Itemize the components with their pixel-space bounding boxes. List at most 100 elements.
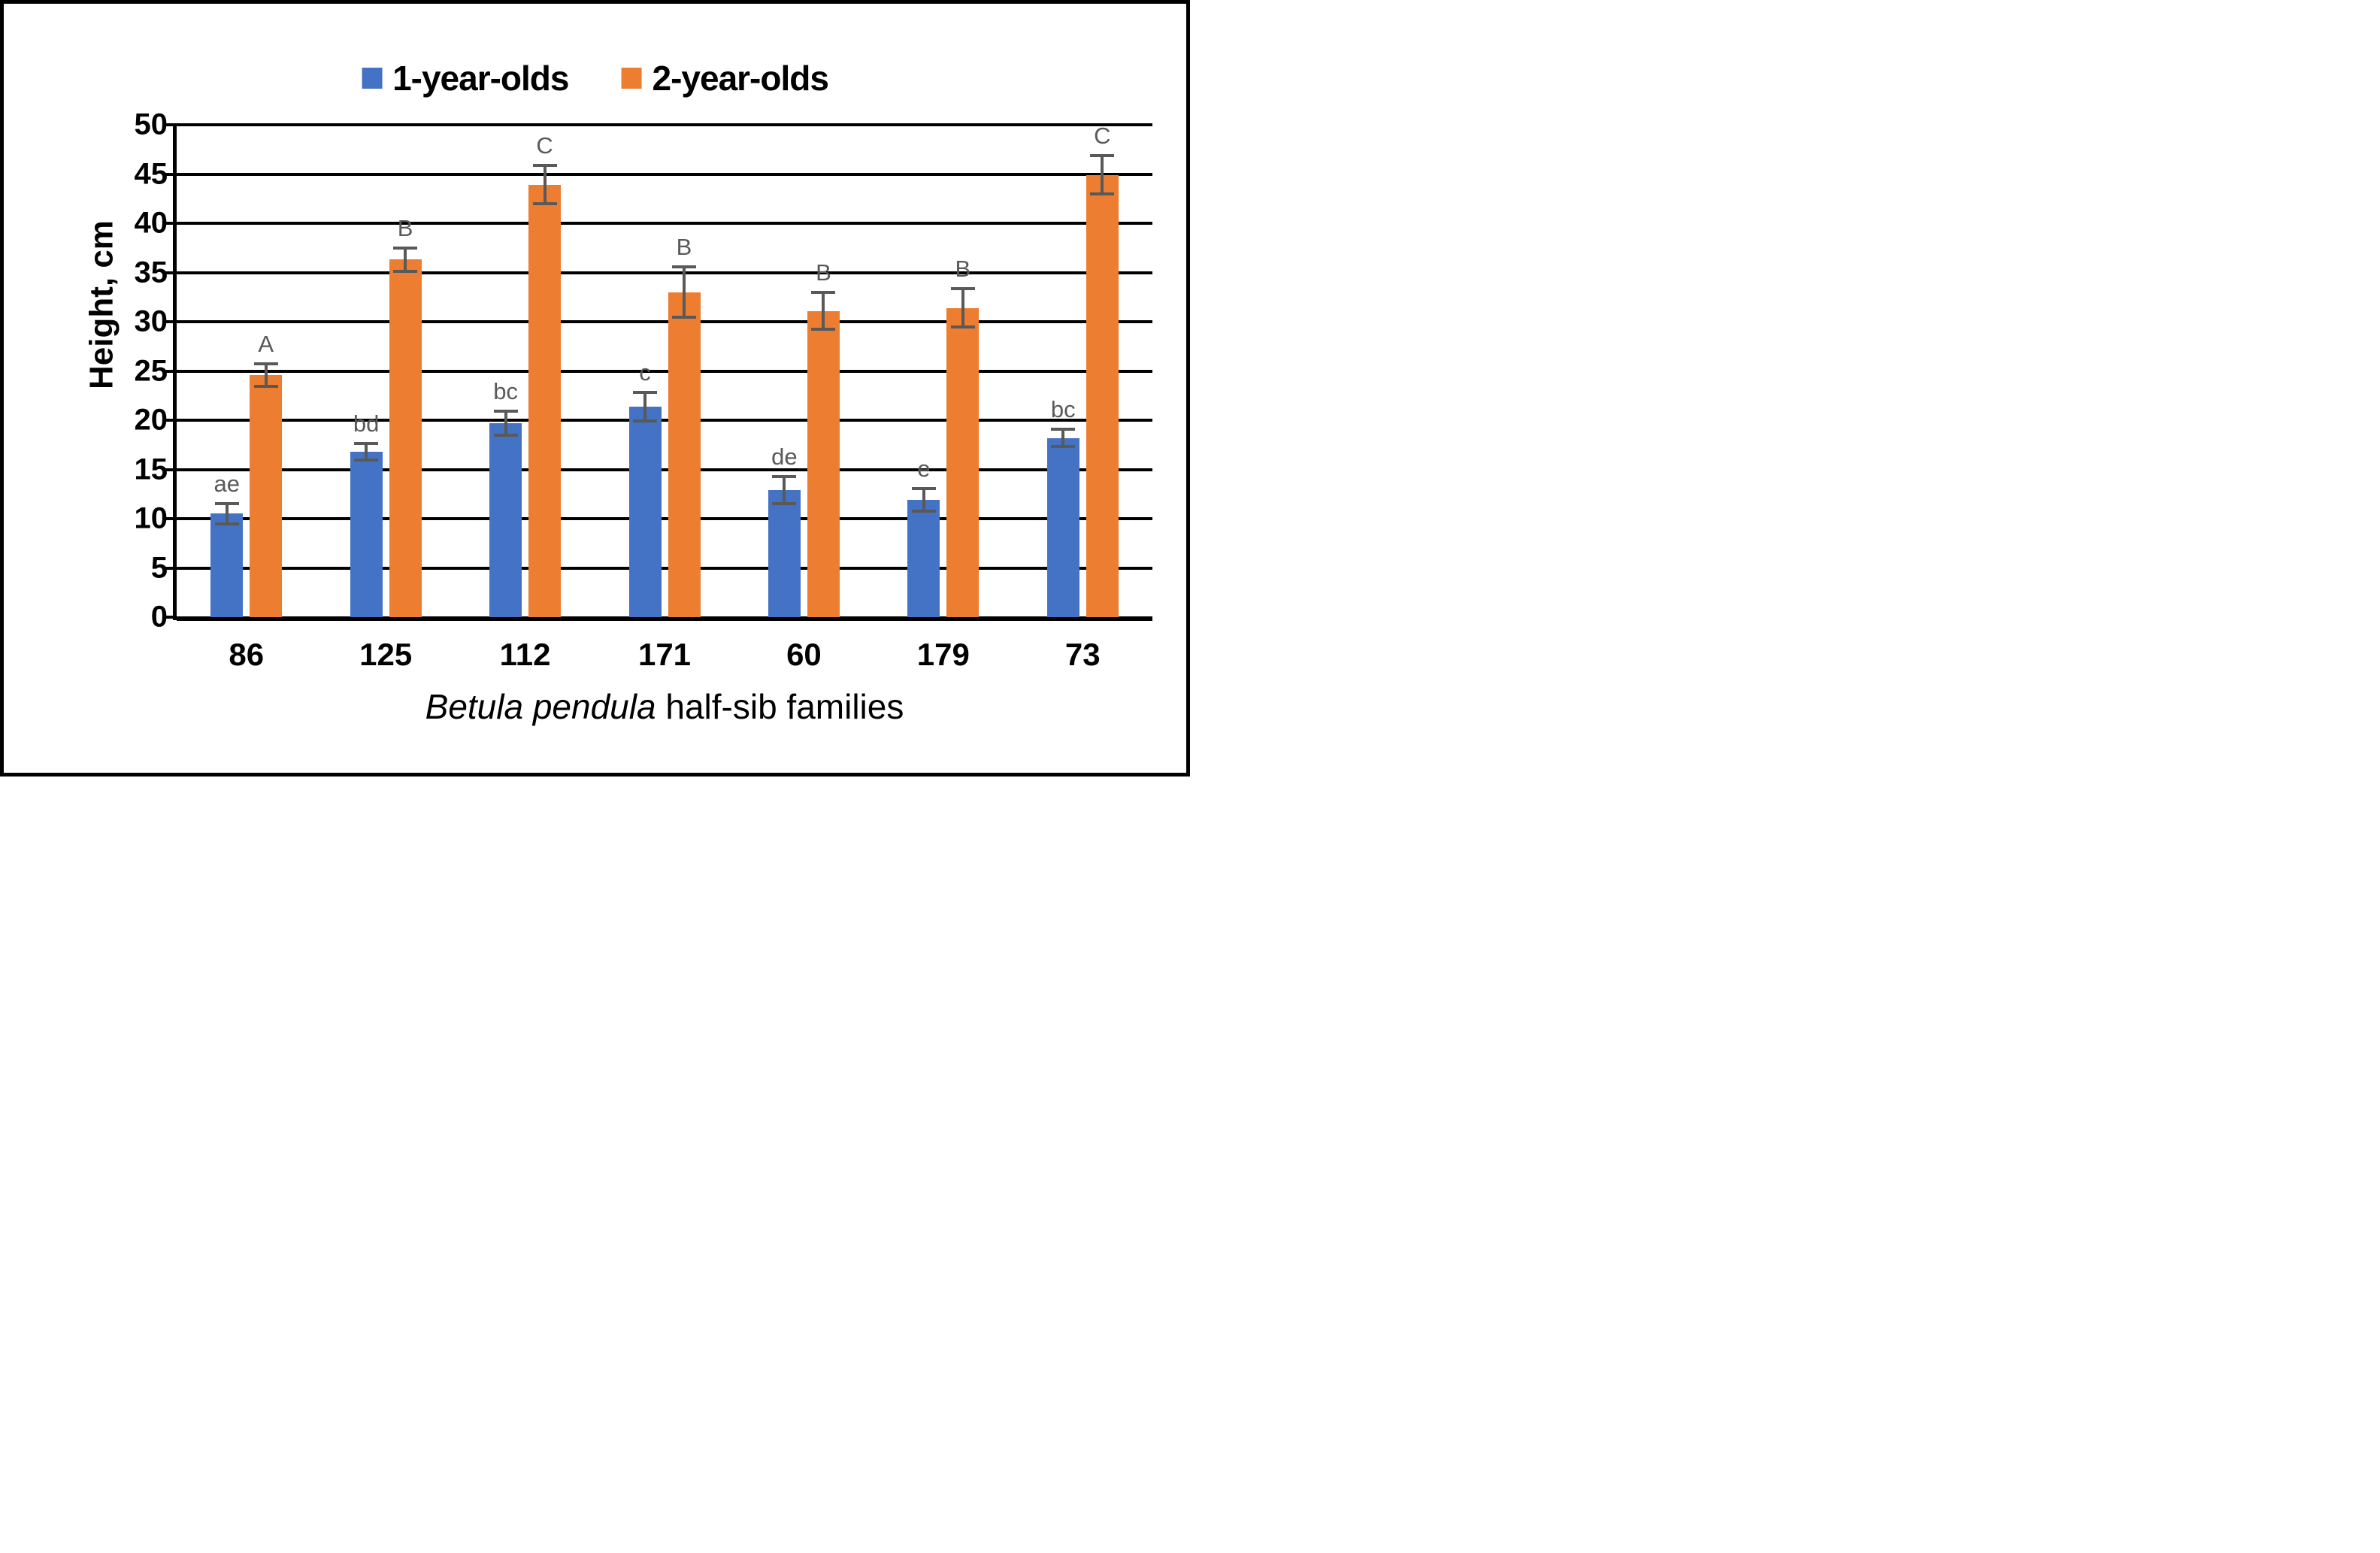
y-axis-tick-30 [162,320,177,323]
y-tick-label-25: 25 [134,354,168,387]
error-bar-1-year-olds-112 [504,409,507,437]
gridline-20 [177,419,1152,422]
y-tick-label-15: 15 [134,453,168,486]
bar-2-year-olds-112 [528,184,562,617]
error-bar-2-year-olds-125 [404,247,407,273]
error-bar-2-year-olds-179 [961,287,964,329]
sig-letter-1-year-olds-73: bc [1050,396,1076,423]
sig-letter-1-year-olds-179: e [917,456,931,483]
gridline-30 [177,320,1152,323]
error-bar-cap-bottom [1090,192,1115,196]
sig-letter-2-year-olds-60: B [816,259,831,286]
legend-label-1-year-olds: 1-year-olds [392,59,569,98]
x-axis-title-rest: half-sib families [656,687,904,726]
gridline-35 [177,271,1152,274]
bar-2-year-olds-179 [946,307,980,617]
error-bar-cap-top [633,390,657,394]
bar-2-year-olds-171 [668,292,701,617]
y-tick-label-0: 0 [150,600,168,634]
error-bar-2-year-olds-86 [264,362,268,388]
error-bar-cap-bottom [214,522,239,526]
y-tick-label-50: 50 [134,107,168,141]
gridline-45 [177,172,1152,176]
y-tick-label-45: 45 [134,157,168,190]
bar-2-year-olds-60 [807,310,840,617]
error-bar-1-year-olds-125 [365,441,368,462]
legend-item-1-year-olds: 1-year-olds [362,58,570,98]
bar-1-year-olds-171 [628,406,662,617]
x-category-label-73: 73 [1064,637,1101,672]
bar-2-year-olds-86 [250,374,283,617]
y-tick-label-20: 20 [134,403,168,437]
bar-1-year-olds-112 [489,422,522,617]
x-category-label-125: 125 [359,637,413,672]
error-bar-cap-top [214,501,239,505]
gridline-5 [177,566,1152,570]
y-tick-label-5: 5 [150,551,168,584]
bar-1-year-olds-60 [768,490,801,617]
sig-letter-1-year-olds-112: bc [493,377,518,404]
legend-swatch-1-year-olds [362,68,383,89]
x-category-label-171: 171 [637,637,692,672]
x-category-label-112: 112 [499,637,551,672]
error-bar-cap-bottom [811,327,836,331]
y-axis-tick-35 [162,271,177,274]
y-axis-tick-0 [162,616,177,619]
error-bar-cap-bottom [393,269,418,273]
bar-1-year-olds-73 [1046,437,1079,617]
legend-label-2-year-olds: 2-year-olds [652,59,829,98]
gridline-50 [177,123,1152,126]
error-bar-cap-bottom [354,459,379,462]
error-bar-cap-top [672,265,696,269]
x-category-label-86: 86 [229,637,265,672]
error-bar-cap-top [493,409,518,413]
y-axis-title: Height, cm [83,220,120,389]
bar-1-year-olds-179 [907,500,940,617]
error-bar-cap-top [532,164,557,168]
sig-letter-2-year-olds-112: C [536,132,553,159]
error-bar-cap-bottom [253,384,278,388]
sig-letter-1-year-olds-125: bd [353,410,380,437]
sig-letter-1-year-olds-86: ae [213,470,240,497]
y-tick-label-30: 30 [134,304,168,338]
y-tick-label-40: 40 [134,206,168,240]
x-category-label-179: 179 [916,637,970,672]
sig-letter-2-year-olds-179: B [955,256,971,283]
y-axis-line [173,125,177,620]
gridline-40 [177,222,1152,225]
bar-1-year-olds-125 [350,451,383,617]
y-tick-label-10: 10 [134,501,168,535]
error-bar-cap-bottom [950,325,975,329]
y-axis-tick-40 [162,222,177,225]
error-bar-cap-top [253,362,278,365]
error-bar-cap-bottom [772,501,797,505]
error-bar-cap-top [1051,428,1076,431]
sig-letter-2-year-olds-171: B [676,234,692,261]
gridline-15 [177,468,1152,471]
error-bar-2-year-olds-60 [822,291,825,331]
error-bar-cap-top [950,287,975,291]
error-bar-cap-top [772,475,797,479]
legend: 1-year-olds 2-year-olds [362,58,829,98]
sig-letter-1-year-olds-171: c [639,359,651,386]
y-axis-tick-15 [162,468,177,471]
bar-2-year-olds-73 [1086,174,1119,617]
x-axis-title-species: Betula pendula [425,687,656,726]
error-bar-cap-bottom [672,316,696,319]
error-bar-cap-top [1090,154,1115,158]
error-bar-2-year-olds-73 [1101,154,1104,196]
sig-letter-2-year-olds-86: A [258,330,274,357]
chart-figure: 1-year-olds 2-year-olds Height, cm 0 5 10 1… [0,0,1190,776]
sig-letter-2-year-olds-125: B [397,215,413,242]
error-bar-1-year-olds-179 [922,487,925,513]
x-category-label-60: 60 [786,637,822,672]
x-axis-line [177,616,1152,621]
bar-2-year-olds-125 [389,259,422,617]
sig-letter-1-year-olds-60: de [771,443,798,471]
x-axis-title: Betula pendula half-sib families [177,686,1152,727]
error-bar-cap-bottom [633,419,657,422]
error-bar-cap-bottom [1051,444,1076,448]
error-bar-1-year-olds-60 [783,475,786,505]
y-tick-label-35: 35 [134,256,168,289]
